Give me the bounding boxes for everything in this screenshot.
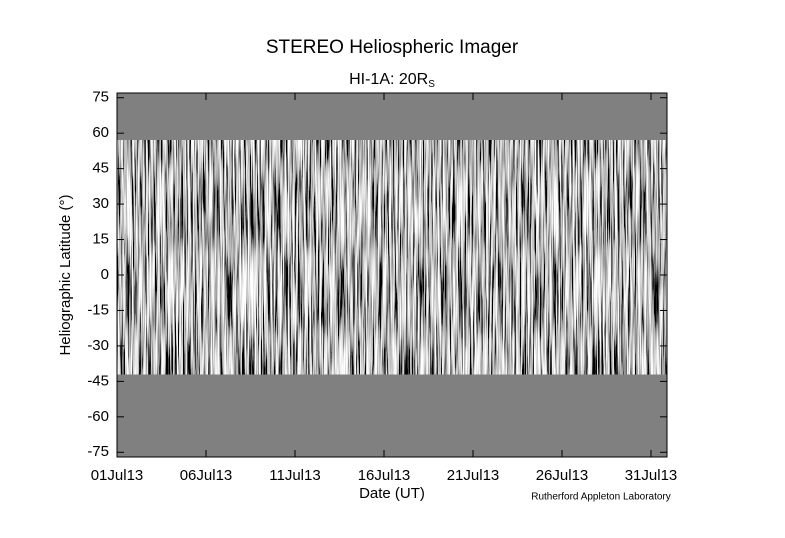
y-tick-label: 15: [92, 231, 109, 248]
x-tick-label: 31Jul13: [625, 467, 678, 484]
x-tick-label: 16Jul13: [358, 467, 411, 484]
plot-area: [117, 93, 667, 457]
y-tick-label: -75: [87, 443, 109, 460]
subtitle-text: HI-1A: 20R: [349, 71, 428, 88]
subtitle-subscript: S: [428, 79, 435, 90]
x-tick-label: 21Jul13: [447, 467, 500, 484]
y-tick-label: 30: [92, 195, 109, 212]
x-tick-label: 11Jul13: [269, 467, 320, 484]
y-tick-label: 0: [101, 266, 109, 283]
y-tick-label: -45: [87, 372, 109, 389]
y-tick-label: -15: [87, 301, 109, 318]
x-tick-label: 26Jul13: [536, 467, 589, 484]
y-tick-label: 60: [92, 124, 109, 141]
chart-subtitle: HI-1A: 20RS: [349, 71, 435, 89]
y-tick-label: 75: [92, 89, 109, 106]
y-tick-label: 45: [92, 160, 109, 177]
x-tick-label: 06Jul13: [180, 467, 233, 484]
x-tick-label: 01Jul13: [91, 467, 144, 484]
y-tick-label: -60: [87, 408, 109, 425]
y-tick-label: -30: [87, 337, 109, 354]
credit: Rutherford Appleton Laboratory: [531, 492, 671, 503]
image-band: [117, 140, 667, 375]
chart-title: STEREO Heliospheric Imager: [266, 37, 519, 58]
x-axis-label: Date (UT): [359, 485, 425, 502]
y-axis-label: Heliographic Latitude (°): [57, 194, 74, 355]
